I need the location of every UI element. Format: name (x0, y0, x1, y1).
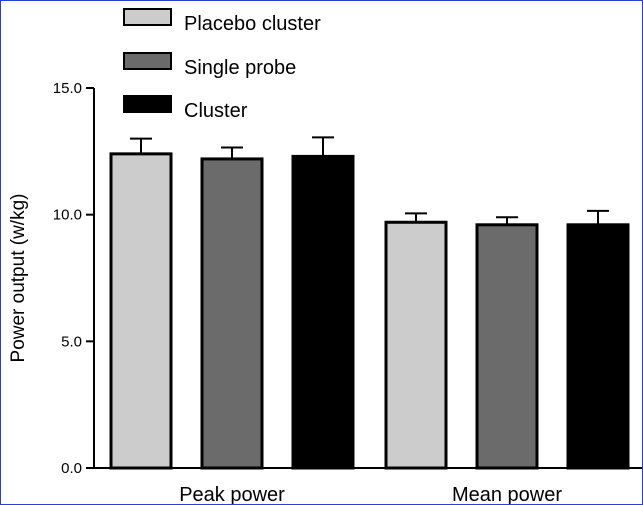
legend-swatch (123, 52, 172, 70)
category-label: Mean power (452, 484, 562, 504)
y-tick-label: 5.0 (61, 333, 82, 350)
bar-peak-power-cluster (291, 154, 355, 470)
legend-swatch (123, 8, 172, 26)
bar-mean-power-single-probe (475, 223, 539, 470)
category-label: Peak power (179, 484, 285, 504)
bar-mean-power-cluster (566, 223, 630, 470)
legend-label: Cluster (184, 100, 248, 122)
bar-peak-power-placebo-cluster (109, 152, 173, 470)
bar-mean-power-placebo-cluster (384, 220, 448, 470)
legend-swatch (123, 95, 172, 113)
y-tick-label: 0.0 (61, 460, 82, 477)
y-tick-label: 15.0 (53, 80, 82, 97)
legend-label: Single probe (184, 57, 296, 79)
y-tick-label: 10.0 (53, 207, 82, 224)
bar-peak-power-single-probe (200, 157, 264, 470)
y-axis-title: Power output (w/kg) (8, 194, 29, 363)
legend-label: Placebo cluster (184, 13, 321, 35)
